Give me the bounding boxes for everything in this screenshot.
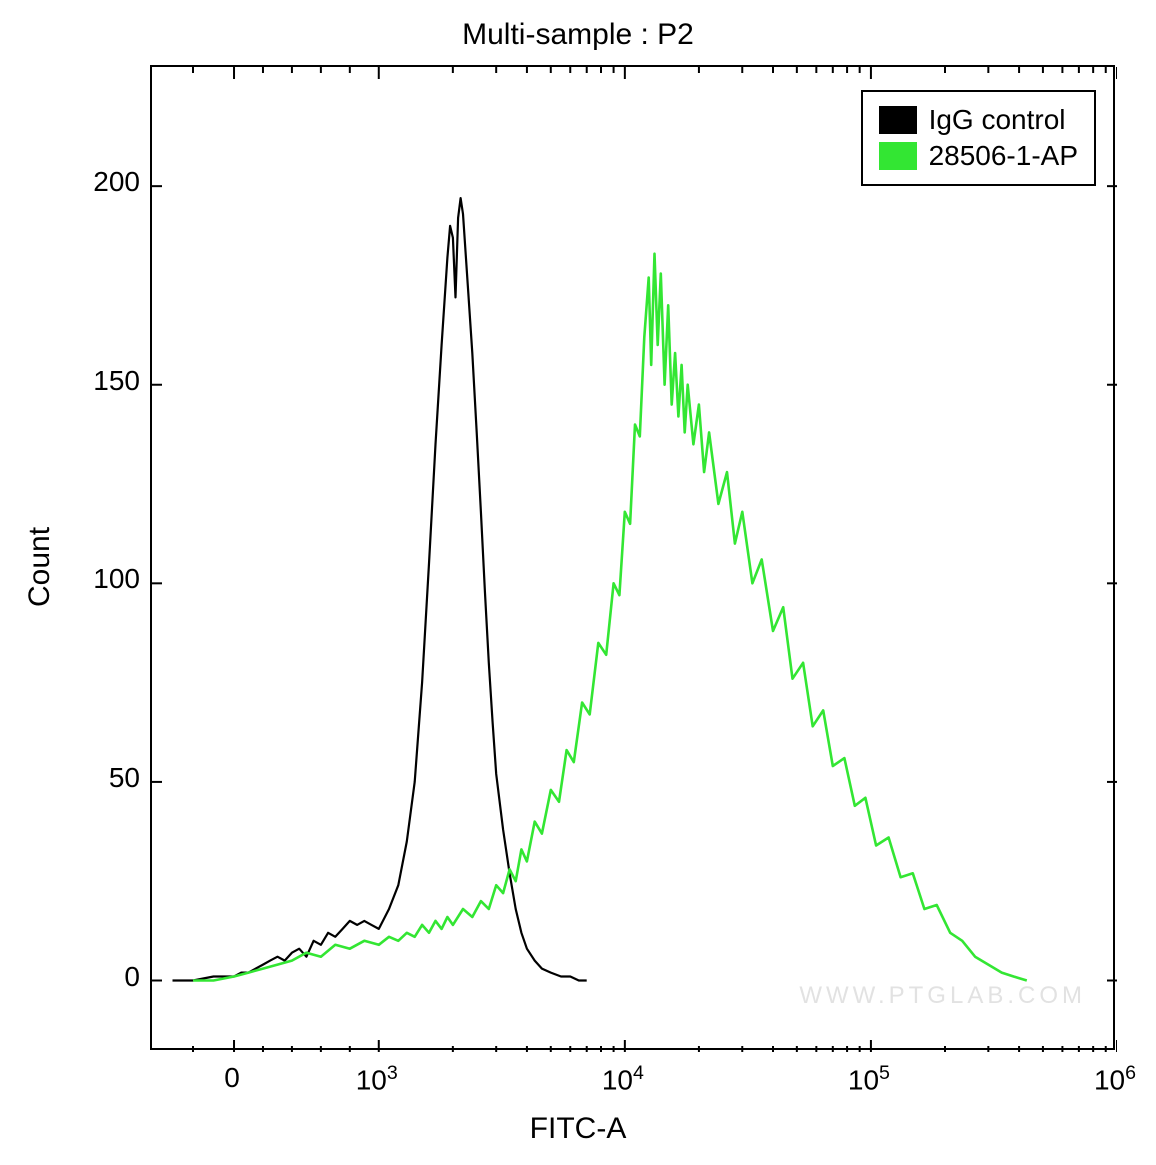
y-tick-label: 150 (65, 365, 140, 397)
plot-svg (152, 67, 1117, 1052)
legend-item: 28506-1-AP (879, 138, 1078, 174)
watermark: WWW.PTGLAB.COM (799, 982, 1086, 1010)
legend-label: IgG control (929, 104, 1066, 136)
legend-swatch (879, 142, 917, 170)
legend-swatch (879, 106, 917, 134)
legend-label: 28506-1-AP (929, 140, 1078, 172)
y-tick-label: 50 (65, 762, 140, 794)
x-tick-label: 103 (337, 1062, 417, 1096)
series-28506-1-ap (193, 254, 1027, 981)
y-tick-label: 200 (65, 166, 140, 198)
legend: IgG control 28506-1-AP (861, 90, 1096, 186)
legend-item: IgG control (879, 102, 1078, 138)
y-tick-label: 100 (65, 563, 140, 595)
y-axis-label: Count (23, 507, 57, 607)
x-tick-label: 105 (829, 1062, 909, 1096)
x-axis-label: FITC-A (0, 1112, 1156, 1146)
y-tick-label: 0 (65, 961, 140, 993)
plot-area (150, 65, 1115, 1050)
x-tick-label: 0 (192, 1062, 272, 1094)
x-tick-label: 104 (583, 1062, 663, 1096)
series-igg-control (173, 198, 587, 980)
chart-title: Multi-sample : P2 (0, 18, 1156, 52)
x-tick-label: 106 (1075, 1062, 1155, 1096)
chart-container: Multi-sample : P2 Count 0 50 100 150 200 0 10… (0, 0, 1156, 1165)
